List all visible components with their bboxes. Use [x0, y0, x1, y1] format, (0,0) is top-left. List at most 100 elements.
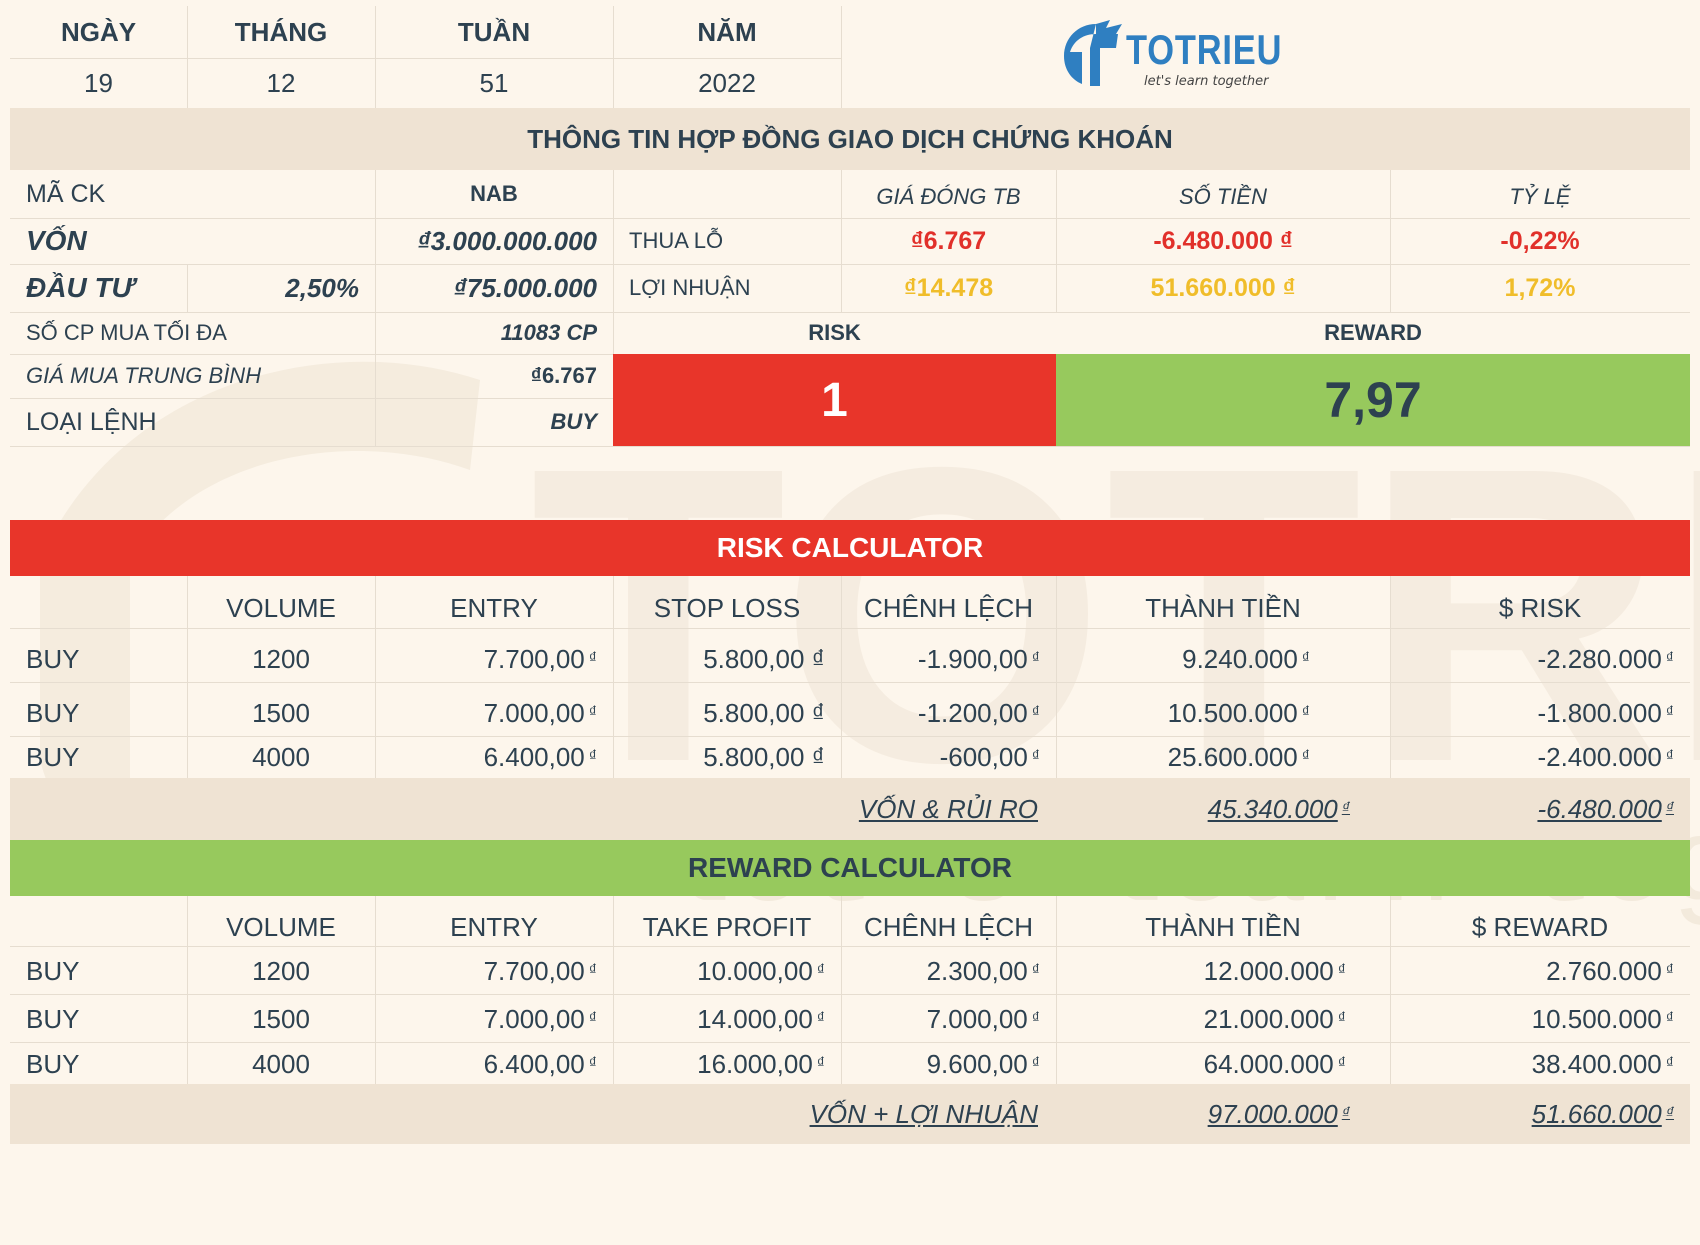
reward-summary-band	[10, 1084, 1690, 1144]
capital-label: VỐN	[26, 225, 87, 256]
row-risk: -1.800.000 ₫	[1537, 697, 1674, 728]
reward-col-volume: VOLUME	[226, 911, 336, 942]
reward-col-take-profit: TAKE PROFIT	[642, 911, 812, 942]
profit-amount: 51.660.000 ₫	[1150, 273, 1296, 302]
row-volume: 4000	[252, 741, 310, 772]
reward-col-entry: ENTRY	[450, 911, 538, 942]
row-entry: 7.000,00 ₫	[483, 697, 597, 728]
risk-value-box: 1	[613, 354, 1056, 446]
invest-pct: 2,50%	[285, 272, 359, 303]
contract-title: THÔNG TIN HỢP ĐỒNG GIAO DỊCH CHỨNG KHOÁN	[527, 123, 1173, 154]
week-label: TUẦN	[457, 16, 531, 47]
row-type: BUY	[26, 741, 80, 772]
reward-col-total: THÀNH TIỀN	[1145, 911, 1301, 942]
capital-value: ₫3.000.000.000	[417, 225, 597, 256]
row-stop: 5.800,00 ₫	[703, 643, 825, 674]
row-total: 9.240.000 ₫	[1182, 643, 1310, 674]
ticker-label: MÃ CK	[26, 179, 106, 208]
row-reward: 2.760.000 ₫	[1546, 955, 1674, 986]
row-type: BUY	[26, 643, 80, 674]
row-diff: -1.900,00 ₫	[917, 643, 1040, 674]
row-diff: -600,00 ₫	[939, 741, 1040, 772]
row-volume: 1200	[252, 955, 310, 986]
loss-amount: -6.480.000 ₫	[1153, 226, 1293, 255]
row-risk: -2.280.000 ₫	[1537, 643, 1674, 674]
row-entry: 7.000,00 ₫	[483, 1003, 597, 1034]
max-shares-value: 11083 CP	[500, 320, 597, 345]
loss-price: ₫6.767	[910, 226, 987, 255]
row-entry: 6.400,00 ₫	[483, 741, 597, 772]
invest-amount: ₫75.000.000	[453, 272, 597, 303]
day-label: NGÀY	[60, 16, 137, 47]
row-type: BUY	[26, 1048, 80, 1079]
risk-summary-risk: -6.480.000 ₫	[1537, 793, 1674, 824]
row-take-profit: 10.000,00 ₫	[697, 955, 825, 986]
row-diff: 9.600,00 ₫	[926, 1048, 1040, 1079]
row-volume: 1500	[252, 1003, 310, 1034]
row-total: 10.500.000 ₫	[1167, 697, 1310, 728]
logo: TOTRIEU let's learn together	[1060, 14, 1290, 94]
row-total: 64.000.000 ₫	[1203, 1048, 1346, 1079]
row-reward: 10.500.000 ₫	[1531, 1003, 1674, 1034]
month-value: 12	[266, 67, 296, 98]
risk-summary-band	[10, 778, 1690, 840]
profit-ratio: 1,72%	[1504, 273, 1576, 302]
row-stop: 5.800,00 ₫	[703, 741, 825, 772]
row-total: 21.000.000 ₫	[1203, 1003, 1346, 1034]
risk-summary-label: VỐN & RỦI RO	[858, 793, 1038, 824]
reward-summary-reward: 51.660.000 ₫	[1531, 1098, 1674, 1129]
risk-col-risk: $ RISK	[1498, 592, 1582, 623]
reward-col-reward: $ REWARD	[1471, 911, 1609, 942]
month-label: THÁNG	[234, 16, 328, 47]
col-amount: SỐ TIỀN	[1178, 184, 1267, 209]
risk-col-diff: CHÊNH LỆCH	[863, 592, 1034, 623]
reward-col-diff: CHÊNH LỆCH	[863, 911, 1034, 942]
reward-summary-label: VỐN + LỢI NHUẬN	[809, 1098, 1038, 1129]
reward-summary-total: 97.000.000 ₫	[1207, 1098, 1350, 1129]
row-type: BUY	[26, 1003, 80, 1034]
row-total: 25.600.000 ₫	[1167, 741, 1310, 772]
row-entry: 7.700,00 ₫	[483, 955, 597, 986]
row-reward: 38.400.000 ₫	[1531, 1048, 1674, 1079]
logo-icon	[1064, 20, 1122, 86]
loss-ratio: -0,22%	[1500, 226, 1580, 255]
row-type: BUY	[26, 955, 80, 986]
row-diff: -1.200,00 ₫	[917, 697, 1040, 728]
row-volume: 4000	[252, 1048, 310, 1079]
col-ratio: TỶ LỆ	[1509, 184, 1571, 209]
loss-label: THUA LỖ	[629, 228, 724, 253]
row-take-profit: 14.000,00 ₫	[697, 1003, 825, 1034]
ticker-value: NAB	[470, 181, 518, 206]
reward-calculator-title: REWARD CALCULATOR	[10, 840, 1690, 896]
risk-summary-total: 45.340.000 ₫	[1207, 793, 1350, 824]
risk-col-total: THÀNH TIỀN	[1145, 592, 1301, 623]
max-shares-label: SỐ CP MUA TỐI ĐA	[26, 320, 227, 345]
row-take-profit: 16.000,00 ₫	[697, 1048, 825, 1079]
row-total: 12.000.000 ₫	[1203, 955, 1346, 986]
invest-label: ĐẦU TƯ	[26, 272, 135, 303]
risk-label: RISK	[808, 320, 861, 345]
risk-calculator-title: RISK CALCULATOR	[10, 520, 1690, 576]
row-volume: 1500	[252, 697, 310, 728]
profit-label: LỢI NHUẬN	[629, 275, 751, 300]
risk-col-stop-loss: STOP LOSS	[653, 592, 801, 623]
row-entry: 6.400,00 ₫	[483, 1048, 597, 1079]
risk-col-entry: ENTRY	[450, 592, 538, 623]
avg-price-label: GIÁ MUA TRUNG BÌNH	[26, 363, 262, 388]
order-type-label: LOẠI LỆNH	[26, 407, 157, 436]
stock-contract-sheet: NGÀY THÁNG TUẦN NĂM 19 12 51 2022 TOTRIE…	[10, 6, 1690, 1241]
row-volume: 1200	[252, 643, 310, 674]
row-stop: 5.800,00 ₫	[703, 697, 825, 728]
avg-price-value: ₫6.767	[530, 363, 597, 388]
year-label: NĂM	[697, 16, 757, 47]
reward-label: REWARD	[1324, 320, 1422, 345]
col-avg-close: GIÁ ĐÓNG TB	[876, 184, 1021, 209]
profit-price: ₫14.478	[903, 273, 994, 302]
year-value: 2022	[698, 67, 756, 98]
reward-value-box: 7,97	[1056, 354, 1690, 446]
row-risk: -2.400.000 ₫	[1537, 741, 1674, 772]
logo-tagline: let's learn together	[1144, 74, 1269, 89]
logo-text: TOTRIEU	[1126, 26, 1283, 73]
week-value: 51	[479, 67, 509, 98]
contract-title-band	[10, 108, 1690, 170]
